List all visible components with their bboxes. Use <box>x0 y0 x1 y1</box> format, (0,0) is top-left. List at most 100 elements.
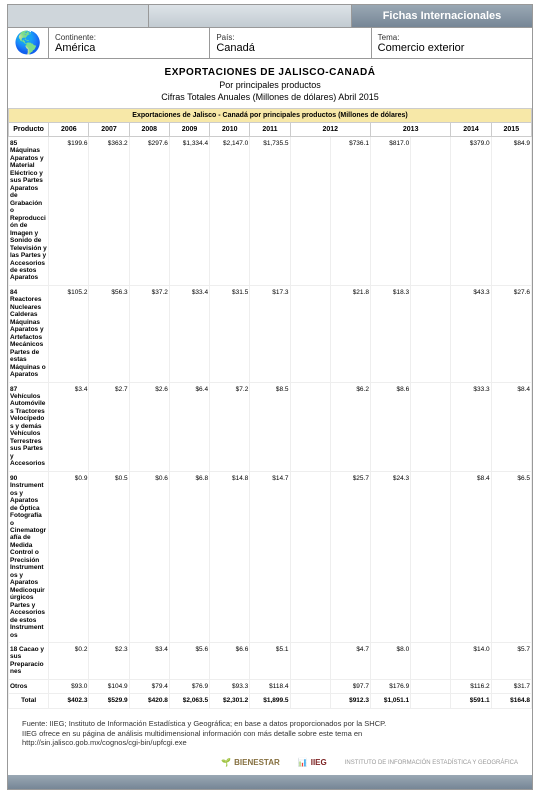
total-cell: $529.9 <box>89 694 129 708</box>
value-cell: $0.6 <box>129 471 169 642</box>
value-cell: $43.3 <box>451 285 491 382</box>
value-cell: $176.9 <box>370 679 410 693</box>
value-cell: $56.3 <box>89 285 129 382</box>
product-cell: Otros <box>9 679 49 693</box>
meta-country: País: Canadá <box>210 28 371 58</box>
value-cell: $6.4 <box>169 382 209 471</box>
logo-row: 🌱 BIENESTAR 📊 IIEG INSTITUTO DE INFORMAC… <box>8 754 532 775</box>
total-cell: $2,301.2 <box>210 694 250 708</box>
value-cell <box>290 471 330 642</box>
table-row: 85 Máquinas Aparatos y Material Eléctric… <box>9 137 532 286</box>
value-cell: $31.7 <box>491 679 531 693</box>
value-cell: $379.0 <box>451 137 491 286</box>
table-band: Exportaciones de Jalisco - Canadá por pr… <box>9 109 532 123</box>
col-year: 2010 <box>210 123 250 137</box>
value-cell: $2.3 <box>89 643 129 680</box>
col-year: 2013 <box>370 123 450 137</box>
heading-1: EXPORTACIONES DE JALISCO-CANADÁ <box>18 67 522 78</box>
table-row: 90 Instrumentos y Aparatos de Óptica Fot… <box>9 471 532 642</box>
value-cell: $84.9 <box>491 137 531 286</box>
col-year: 2014 <box>451 123 491 137</box>
topic-label: Tema: <box>378 33 526 42</box>
total-cell: $591.1 <box>451 694 491 708</box>
value-cell: $6.5 <box>491 471 531 642</box>
col-product: Producto <box>9 123 49 137</box>
value-cell: $5.7 <box>491 643 531 680</box>
table-total-row: Total$402.3$529.9$420.8$2,063.5$2,301.2$… <box>9 694 532 708</box>
total-cell: $912.3 <box>330 694 370 708</box>
value-cell: $7.2 <box>210 382 250 471</box>
topbar-chip <box>149 5 351 27</box>
value-cell: $33.3 <box>451 382 491 471</box>
value-cell: $93.0 <box>49 679 89 693</box>
value-cell: $104.9 <box>89 679 129 693</box>
value-cell: $0.2 <box>49 643 89 680</box>
value-cell: $5.1 <box>250 643 290 680</box>
value-cell: $17.3 <box>250 285 290 382</box>
heading-3: Cifras Totales Anuales (Millones de dóla… <box>18 92 522 102</box>
value-cell <box>411 137 451 286</box>
value-cell: $3.4 <box>129 643 169 680</box>
value-cell: $79.4 <box>129 679 169 693</box>
value-cell <box>411 679 451 693</box>
total-cell <box>290 694 330 708</box>
total-cell: $164.8 <box>491 694 531 708</box>
value-cell: $37.2 <box>129 285 169 382</box>
col-year: 2009 <box>169 123 209 137</box>
footnote-line: Fuente: IIEG; Instituto de Información E… <box>22 719 518 729</box>
value-cell: $8.4 <box>451 471 491 642</box>
product-cell: 90 Instrumentos y Aparatos de Óptica Fot… <box>9 471 49 642</box>
value-cell <box>290 137 330 286</box>
value-cell: $31.5 <box>210 285 250 382</box>
value-cell <box>290 643 330 680</box>
value-cell: $25.7 <box>330 471 370 642</box>
export-table: Exportaciones de Jalisco - Canadá por pr… <box>8 108 532 709</box>
chart-icon: 📊 <box>298 758 308 767</box>
value-cell: $2,147.0 <box>210 137 250 286</box>
continent-label: Continente: <box>55 33 203 42</box>
table-header-row: Producto 2006 2007 2008 2009 2010 2011 2… <box>9 123 532 137</box>
topbar-spacer <box>8 5 149 27</box>
title-section: EXPORTACIONES DE JALISCO-CANADÁ Por prin… <box>8 59 532 108</box>
value-cell: $93.3 <box>210 679 250 693</box>
product-cell: 87 Vehículos Automóviles Tractores Veloc… <box>9 382 49 471</box>
table-row: 18 Cacao y sus Preparaciones$0.2$2.3$3.4… <box>9 643 532 680</box>
value-cell: $297.6 <box>129 137 169 286</box>
plant-icon: 🌱 <box>221 758 231 767</box>
value-cell: $18.3 <box>370 285 410 382</box>
value-cell <box>290 679 330 693</box>
table-row: Otros$93.0$104.9$79.4$76.9$93.3$118.4 $97… <box>9 679 532 693</box>
value-cell: $2.6 <box>129 382 169 471</box>
value-cell <box>411 285 451 382</box>
table-row: 84 Reactores Nucleares Calderas Máquinas… <box>9 285 532 382</box>
value-cell: $8.4 <box>491 382 531 471</box>
total-cell: $1,899.5 <box>250 694 290 708</box>
value-cell <box>290 285 330 382</box>
topic-value: Comercio exterior <box>378 42 526 54</box>
page: Fichas Internacionales 🌎 Continente: Amé… <box>0 4 540 724</box>
footnote: Fuente: IIEG; Instituto de Información E… <box>8 709 532 754</box>
total-label: Total <box>9 694 49 708</box>
value-cell: $97.7 <box>330 679 370 693</box>
logo-instituto: INSTITUTO DE INFORMACIÓN ESTADÍSTICA Y G… <box>345 760 518 766</box>
total-cell: $1,051.1 <box>370 694 410 708</box>
value-cell: $5.6 <box>169 643 209 680</box>
value-cell: $118.4 <box>250 679 290 693</box>
value-cell: $3.4 <box>49 382 89 471</box>
value-cell: $0.5 <box>89 471 129 642</box>
col-year: 2006 <box>49 123 89 137</box>
card: Fichas Internacionales 🌎 Continente: Amé… <box>7 4 533 790</box>
value-cell: $817.0 <box>370 137 410 286</box>
value-cell: $21.8 <box>330 285 370 382</box>
value-cell: $24.3 <box>370 471 410 642</box>
value-cell: $76.9 <box>169 679 209 693</box>
topbar: Fichas Internacionales <box>8 5 532 28</box>
value-cell <box>290 382 330 471</box>
col-year: 2015 <box>491 123 531 137</box>
heading-2: Por principales productos <box>18 80 522 90</box>
value-cell: $1,735.5 <box>250 137 290 286</box>
footnote-line: http://sin.jalisco.gob.mx/cognos/cgi-bin… <box>22 738 518 748</box>
topbar-title: Fichas Internacionales <box>351 5 532 27</box>
value-cell: $8.5 <box>250 382 290 471</box>
value-cell: $6.6 <box>210 643 250 680</box>
